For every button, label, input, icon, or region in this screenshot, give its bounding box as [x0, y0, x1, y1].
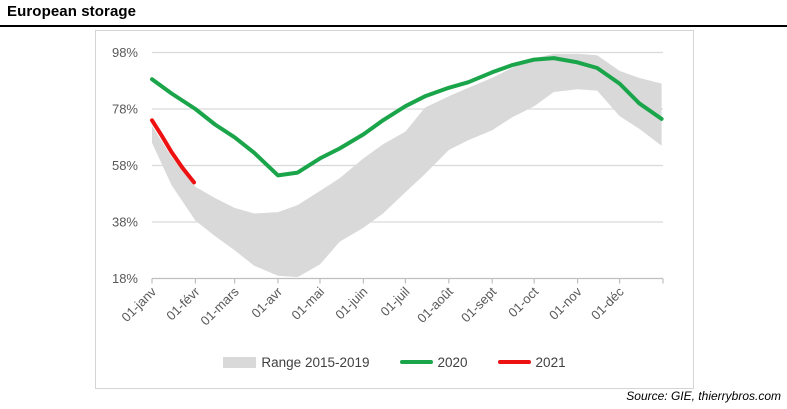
legend-swatch-Range 2015-2019	[223, 356, 257, 368]
chart-title: European storage	[7, 3, 137, 20]
legend-swatch-2021	[497, 360, 531, 364]
x-axis-label: 01-nov	[546, 284, 585, 323]
x-axis-label: 01-oct	[505, 284, 541, 320]
chart-legend: Range 2015-2019 2020 2021	[96, 351, 693, 373]
y-axis-labels: 18% 38% 58% 78% 98%	[112, 45, 138, 286]
x-tick-marks	[151, 278, 664, 284]
legend-item-Range 2015-2019: Range 2015-2019	[223, 354, 370, 370]
legend-label: Range 2015-2019	[261, 354, 370, 370]
y-axis-label: 38%	[112, 215, 138, 230]
x-axis-label: 01-mai	[288, 284, 327, 323]
legend-item-2021: 2021	[497, 354, 566, 370]
x-axis-label: 01-août	[414, 284, 456, 326]
y-axis-label: 18%	[112, 271, 138, 286]
title-underline	[0, 25, 787, 27]
line-2020	[150, 56, 664, 178]
line-2021	[150, 118, 196, 185]
y-axis-label: 98%	[112, 45, 138, 60]
x-axis-label: 01-juil	[377, 284, 412, 319]
legend-swatch-2020	[399, 360, 433, 364]
y-axis-label: 78%	[112, 102, 138, 117]
x-axis-label: 01-déc	[588, 284, 627, 323]
x-axis-label: 01-juin	[332, 284, 370, 322]
x-axis-label: 01-sept	[458, 284, 500, 326]
x-axis-label: 01-avr	[248, 284, 285, 321]
x-axis-label: 01-mars	[197, 284, 242, 329]
legend-label: 2020	[437, 354, 468, 370]
legend-label: 2021	[535, 354, 566, 370]
y-axis-label: 58%	[112, 158, 138, 173]
range-band	[152, 53, 662, 278]
x-axis-label: 01-janv	[118, 284, 159, 325]
legend-item-2020: 2020	[399, 354, 468, 370]
source-attribution: Source: GIE, thierrybros.com	[626, 389, 781, 403]
